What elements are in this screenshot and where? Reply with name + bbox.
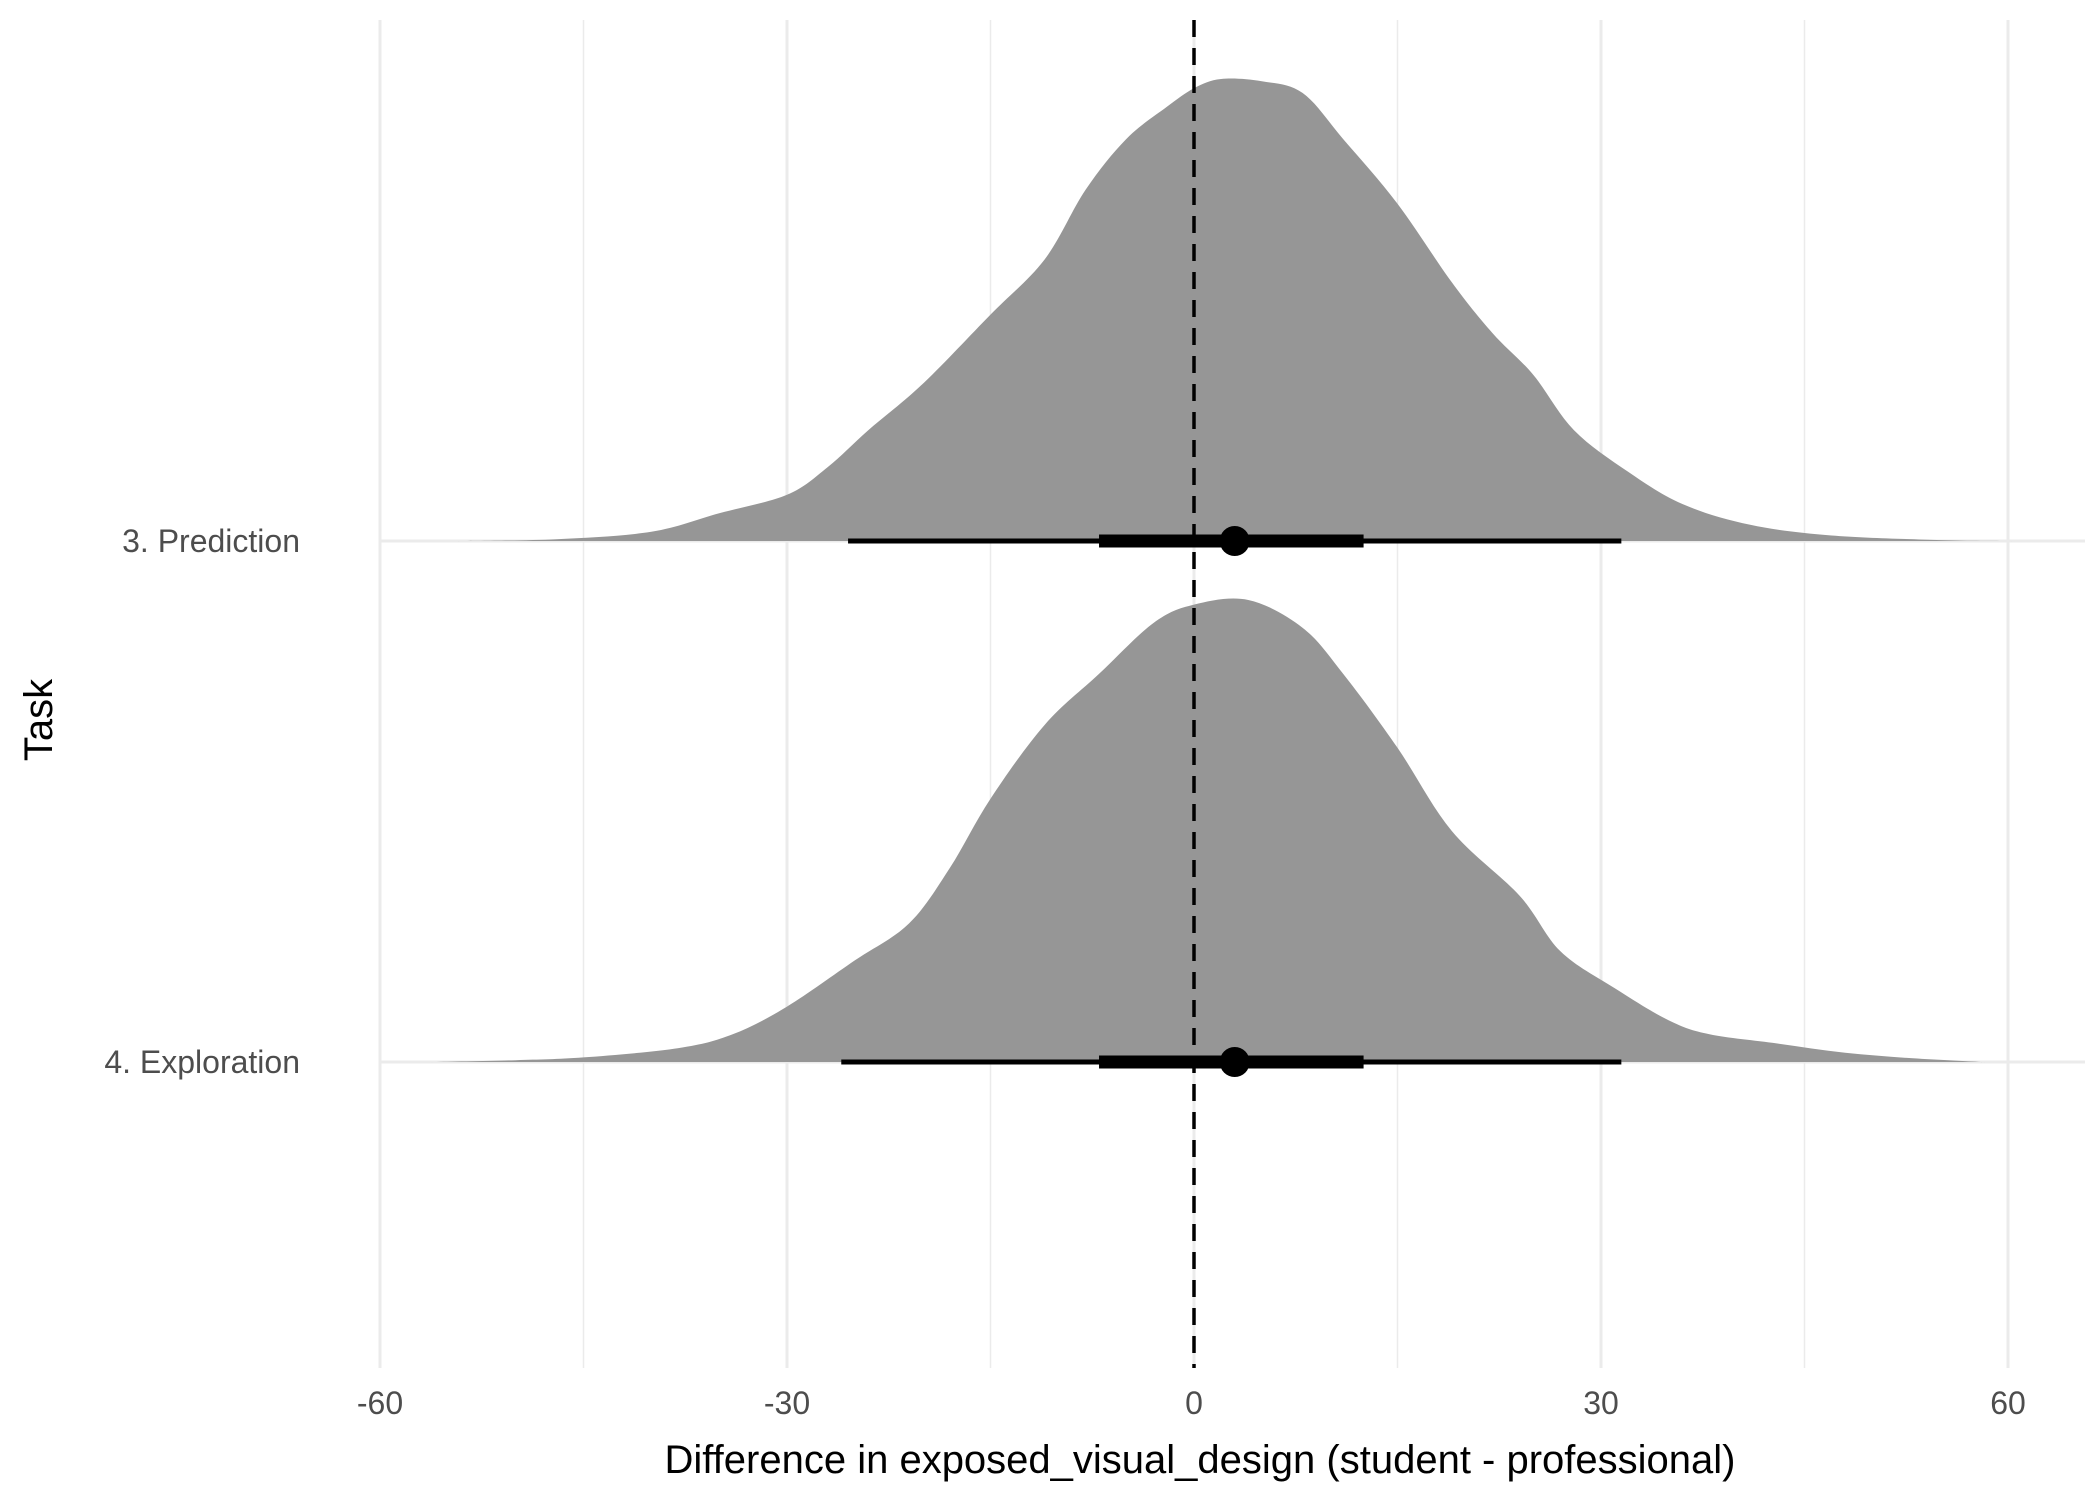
point-intervals (841, 526, 1622, 1077)
x-tick-label: 60 (1990, 1385, 2026, 1421)
x-tick-label: 0 (1185, 1385, 1203, 1421)
x-axis-title: Difference in exposed_visual_design (stu… (665, 1438, 1736, 1482)
x-tick-label: -30 (764, 1385, 810, 1421)
density-areas (428, 78, 2014, 1063)
density-area (454, 78, 2014, 542)
density-area (428, 598, 1986, 1063)
point-estimate (1219, 526, 1250, 556)
y-tick-label: 3. Prediction (122, 523, 300, 559)
y-tick-label: 4. Exploration (104, 1044, 300, 1080)
point-estimate (1219, 1047, 1250, 1077)
tick-labels: -60 -30 0 30 60 3. Prediction 4. Exploration (104, 523, 2025, 1421)
x-tick-label: -60 (357, 1385, 403, 1421)
x-tick-label: 30 (1583, 1385, 1619, 1421)
y-axis-title: Task (17, 678, 61, 761)
